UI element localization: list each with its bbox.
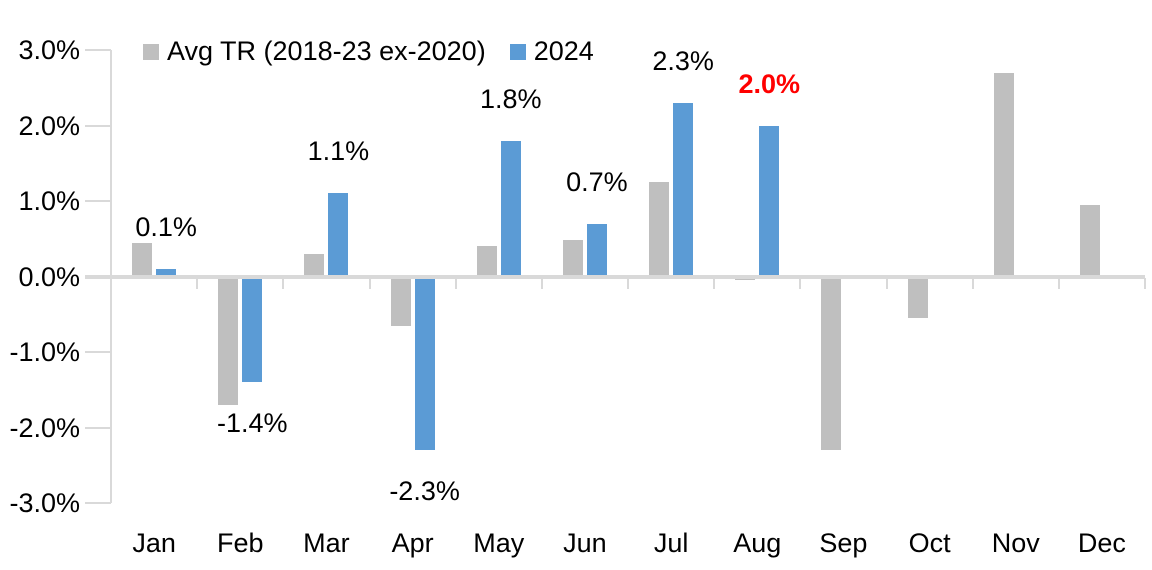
bar-avg-tr-sep xyxy=(821,276,842,451)
x-axis-tick xyxy=(885,277,888,289)
bar-2024-jun xyxy=(586,223,607,277)
x-axis-label-dec: Dec xyxy=(1077,528,1126,558)
y-axis-label: -1.0% xyxy=(9,337,80,367)
legend-swatch-avg-tr-icon xyxy=(143,43,159,60)
x-axis-tick xyxy=(799,277,802,289)
x-axis-label-mar: Mar xyxy=(303,528,350,558)
bar-2024-jan xyxy=(156,268,177,277)
legend-item-2024: 2024 xyxy=(509,36,594,66)
legend-item-avg-tr: Avg TR (2018-23 ex-2020) xyxy=(143,38,486,65)
bar-avg-tr-jan xyxy=(132,242,153,277)
data-label-feb: -1.4% xyxy=(217,408,288,439)
x-axis-label-apr: Apr xyxy=(391,528,434,558)
x-axis-tick xyxy=(110,277,112,289)
y-axis-tick xyxy=(85,502,111,504)
bar-avg-tr-dec xyxy=(1079,204,1100,277)
x-axis-tick xyxy=(627,277,629,289)
legend-label-avg-tr: Avg TR (2018-23 ex-2020) xyxy=(167,36,486,66)
x-axis-label-jan: Jan xyxy=(132,528,176,558)
x-axis-tick xyxy=(540,277,543,289)
x-axis-label-nov: Nov xyxy=(991,528,1040,558)
bar-2024-may xyxy=(500,140,521,277)
x-axis-label-may: May xyxy=(473,528,525,558)
y-axis-tick xyxy=(85,200,111,202)
data-label-jul: 2.3% xyxy=(652,45,714,76)
x-axis-tick xyxy=(282,277,285,289)
data-label-may: 1.8% xyxy=(480,83,542,114)
bar-2024-apr xyxy=(414,276,435,451)
x-axis-label-oct: Oct xyxy=(908,528,951,558)
x-axis-tick xyxy=(454,277,457,289)
y-axis-label: -2.0% xyxy=(9,412,80,443)
x-axis-label-jun: Jun xyxy=(563,528,607,558)
y-axis-tick xyxy=(85,49,111,51)
x-axis-tick xyxy=(713,277,716,289)
bar-2024-aug xyxy=(759,125,780,277)
y-axis-label: 3.0% xyxy=(18,35,80,65)
y-axis-label: 2.0% xyxy=(18,110,80,141)
x-axis-label-sep: Sep xyxy=(819,528,868,558)
bar-avg-tr-apr xyxy=(390,276,411,326)
x-axis-label-jul: Jul xyxy=(653,528,689,558)
data-label-aug: 2.0% xyxy=(738,68,801,99)
chart-legend: Avg TR (2018-23 ex-2020) 2024 xyxy=(143,38,594,65)
data-label-mar: 1.1% xyxy=(307,136,370,167)
y-axis-label: 1.0% xyxy=(18,186,80,216)
y-axis-label: -3.0% xyxy=(9,488,80,518)
bar-avg-tr-jul xyxy=(649,182,670,277)
x-axis-tick xyxy=(1144,277,1146,289)
bar-avg-tr-feb xyxy=(218,276,239,405)
bar-2024-feb xyxy=(242,276,263,383)
legend-label-2024: 2024 xyxy=(533,36,594,66)
legend-swatch-2024-icon xyxy=(509,43,526,60)
bar-avg-tr-jun xyxy=(562,240,583,277)
bar-avg-tr-oct xyxy=(907,276,928,318)
bar-2024-jul xyxy=(673,102,694,277)
bar-avg-tr-may xyxy=(476,246,497,277)
x-axis-zero-line xyxy=(85,274,1145,279)
bar-2024-mar xyxy=(328,193,349,277)
data-label-apr: -2.3% xyxy=(389,476,460,507)
x-axis-label-aug: Aug xyxy=(733,528,782,558)
y-axis-tick xyxy=(85,426,111,429)
x-axis-tick xyxy=(971,277,974,289)
x-axis-tick xyxy=(196,277,199,289)
y-axis-tick xyxy=(85,351,111,353)
y-axis-tick xyxy=(85,124,111,127)
bar-avg-tr-mar xyxy=(304,253,325,277)
x-axis-tick xyxy=(1057,277,1060,289)
x-axis-tick xyxy=(368,277,371,289)
bar-avg-tr-nov xyxy=(993,72,1014,277)
data-label-jan: 0.1% xyxy=(135,211,197,242)
y-axis-label: 0.0% xyxy=(18,261,80,292)
x-axis-label-feb: Feb xyxy=(217,528,264,558)
data-label-jun: 0.7% xyxy=(566,166,628,197)
